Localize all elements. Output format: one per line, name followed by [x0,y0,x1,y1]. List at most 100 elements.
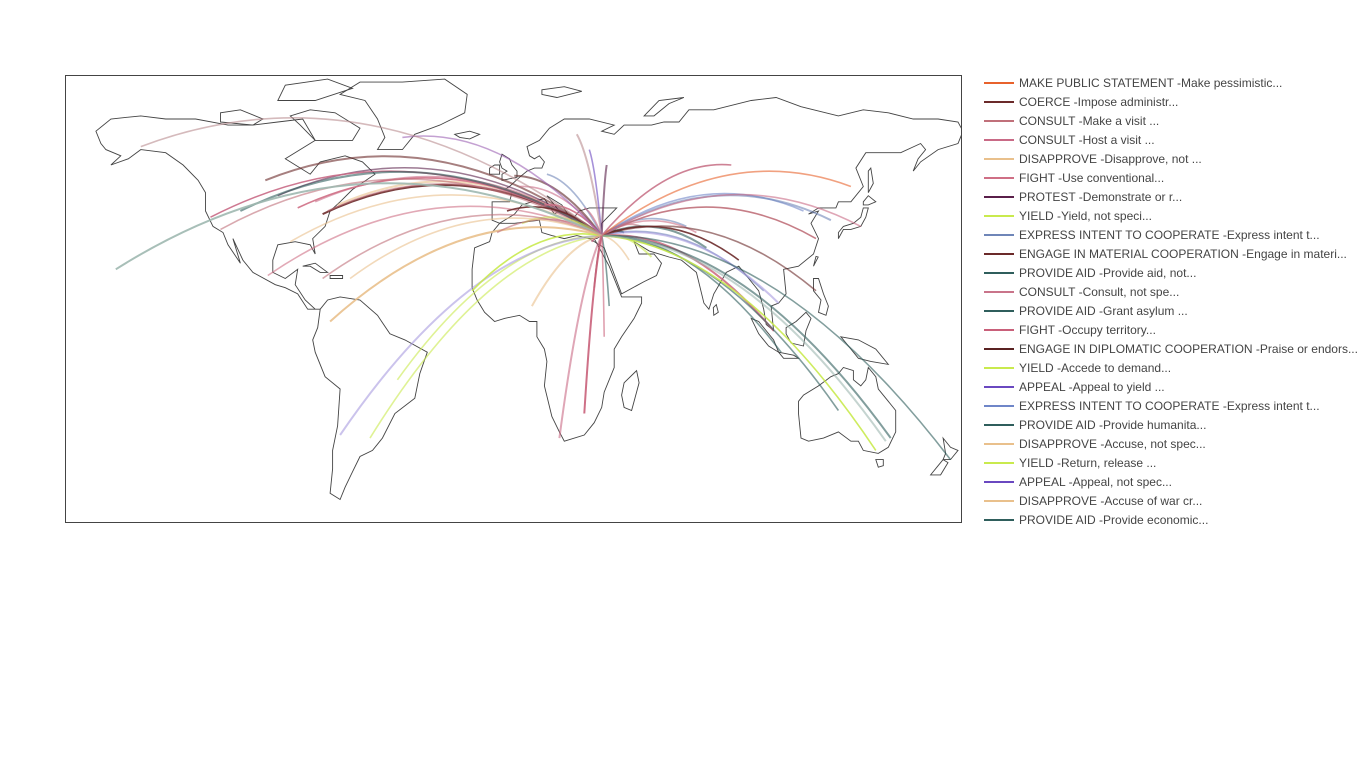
flow-arc[interactable] [601,225,817,292]
legend-item[interactable]: EXPRESS INTENT TO COOPERATE -Express int… [984,226,1364,245]
legend-label: YIELD -Accede to demand... [1019,361,1172,375]
flow-arc[interactable] [369,234,602,439]
legend-item[interactable]: DISAPPROVE -Accuse, not spec... [984,435,1364,454]
legend-swatch [984,82,1014,84]
flow-arc[interactable] [583,235,603,414]
flow-arc[interactable] [601,234,892,439]
legend-item[interactable]: EXPRESS INTENT TO COOPERATE -Express int… [984,397,1364,416]
flow-arc[interactable] [471,233,602,292]
africa-coast [471,219,643,442]
legend-item[interactable]: PROVIDE AID -Provide aid, not... [984,264,1364,283]
legend-item[interactable]: PROVIDE AID -Provide humanita... [984,416,1364,435]
flow-arc[interactable] [558,235,603,439]
flow-arc[interactable] [339,234,602,436]
flow-arc[interactable] [115,182,603,271]
victoria-island-coast [220,109,264,126]
legend-label: APPEAL -Appeal to yield ... [1019,380,1165,394]
flow-arc[interactable] [601,234,840,411]
new-zealand-coast [942,436,959,461]
legend-label: PROVIDE AID -Provide economic... [1019,513,1209,527]
legend-swatch [984,424,1014,426]
japan-coast [837,207,869,239]
world-map[interactable] [65,75,962,523]
legend-swatch [984,386,1014,388]
legend-item[interactable]: COERCE -Impose administr... [984,93,1364,112]
legend-label: MAKE PUBLIC STATEMENT -Make pessimistic.… [1019,76,1283,90]
flow-arc[interactable] [601,193,862,237]
legend-swatch [984,405,1014,407]
legend-item[interactable]: APPEAL -Appeal to yield ... [984,378,1364,397]
sumatra-coast [750,317,780,354]
flow-arc[interactable] [277,167,603,237]
legend-item[interactable]: CONSULT -Host a visit ... [984,131,1364,150]
cuba-coast [302,262,329,273]
legend-item[interactable]: YIELD -Accede to demand... [984,359,1364,378]
legend-item[interactable]: FIGHT -Use conventional... [984,169,1364,188]
legend-swatch [984,310,1014,312]
legend-item[interactable]: DISAPPROVE -Disapprove, not ... [984,150,1364,169]
flow-arc[interactable] [601,234,877,451]
legend-swatch [984,500,1014,502]
flow-arc[interactable] [329,226,602,323]
legend-label: EXPRESS INTENT TO COOPERATE -Express int… [1019,228,1320,242]
svalbard-coast [541,86,582,98]
legend-swatch [984,291,1014,293]
flow-arc[interactable] [601,231,780,304]
flow-arc[interactable] [600,235,605,337]
legend-label: PROVIDE AID -Provide aid, not... [1019,266,1197,280]
flow-arc[interactable] [601,170,852,237]
legend-swatch [984,348,1014,350]
flow-arc[interactable] [601,163,732,237]
greenland-coast [338,78,468,151]
legend-item[interactable]: YIELD -Return, release ... [984,454,1364,473]
legend-item[interactable]: CONSULT -Consult, not spe... [984,283,1364,302]
legend-swatch [984,196,1014,198]
legend-label: DISAPPROVE -Disapprove, not ... [1019,152,1202,166]
flow-arc[interactable] [600,164,608,236]
legend-item[interactable]: FIGHT -Occupy territory... [984,321,1364,340]
legend-swatch [984,519,1014,521]
australia-coast [798,366,897,454]
legend-item[interactable]: PROTEST -Demonstrate or r... [984,188,1364,207]
south-america-coast [312,296,428,501]
legend-item[interactable]: APPEAL -Appeal, not spec... [984,473,1364,492]
flow-arc[interactable] [601,206,817,240]
legend-label: FIGHT -Use conventional... [1019,171,1165,185]
flow-arc[interactable] [601,234,952,461]
legend-item[interactable]: CONSULT -Make a visit ... [984,112,1364,131]
flow-arc[interactable] [514,174,603,237]
legend-item[interactable]: ENGAGE IN DIPLOMATIC COOPERATION -Praise… [984,340,1364,359]
legend-label: DISAPPROVE -Accuse of war cr... [1019,494,1203,508]
hokkaido-coast [862,195,877,206]
legend-swatch [984,215,1014,217]
legend-item[interactable]: DISAPPROVE -Accuse of war cr... [984,492,1364,511]
legend-item[interactable]: MAKE PUBLIC STATEMENT -Make pessimistic.… [984,74,1364,93]
flow-arc[interactable] [220,178,603,237]
flow-arc[interactable] [601,234,775,332]
legend-swatch [984,158,1014,160]
legend-swatch [984,234,1014,236]
legend-label: YIELD -Return, release ... [1019,456,1157,470]
legend-swatch [984,329,1014,331]
legend-item[interactable]: PROVIDE AID -Provide economic... [984,511,1364,530]
flow-arc[interactable] [402,135,603,237]
legend-item[interactable]: PROVIDE AID -Grant asylum ... [984,302,1364,321]
taiwan-coast [813,255,819,267]
flow-arc[interactable] [264,155,603,237]
madagascar-coast [621,369,640,412]
flow-arc[interactable] [140,117,603,237]
legend-swatch [984,481,1014,483]
flow-arc[interactable] [601,234,887,442]
legend-label: ENGAGE IN MATERIAL COOPERATION -Engage i… [1019,247,1347,261]
legend-item[interactable]: ENGAGE IN MATERIAL COOPERATION -Engage i… [984,245,1364,264]
flow-lines [115,117,952,461]
flow-arc[interactable] [531,234,602,307]
flow-arc[interactable] [349,217,602,280]
flow-arc[interactable] [546,173,603,236]
flow-arc[interactable] [575,133,603,236]
ireland-coast [489,164,501,175]
legend-item[interactable]: YIELD -Yield, not speci... [984,207,1364,226]
sri-lanka-coast [712,303,719,317]
coastlines [95,78,961,501]
legend-label: COERCE -Impose administr... [1019,95,1179,109]
